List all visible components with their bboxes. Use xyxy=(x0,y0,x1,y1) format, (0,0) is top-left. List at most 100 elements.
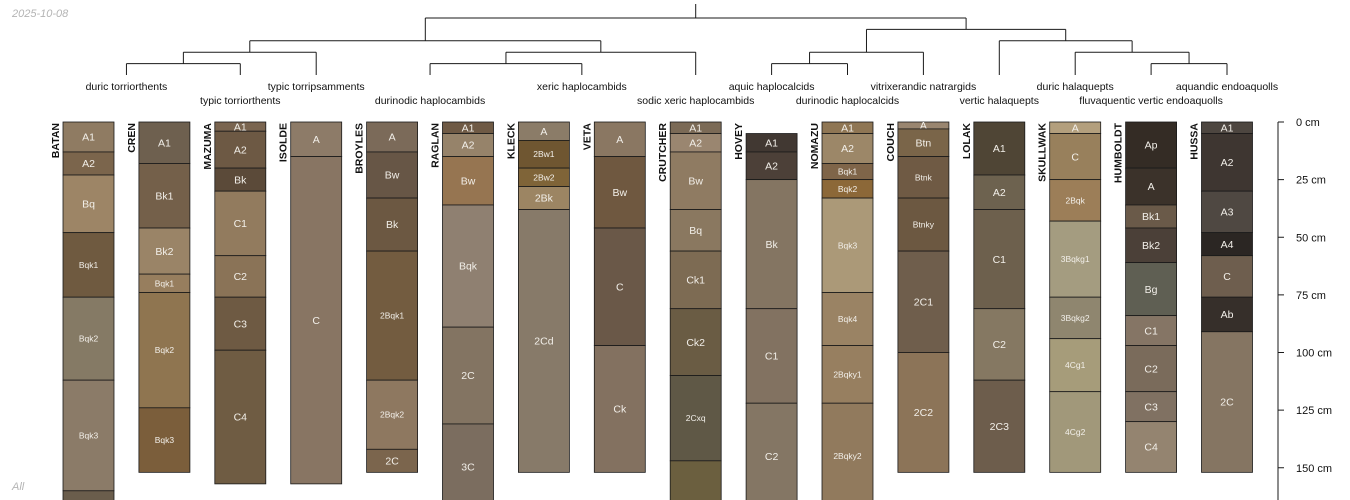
horizon-4cg2 xyxy=(1049,391,1102,473)
horizon-label: Bqk3 xyxy=(79,430,99,440)
horizon-label: A1 xyxy=(765,137,778,149)
horizon-c4 xyxy=(214,349,267,485)
horizon-label: A2 xyxy=(841,143,854,155)
horizon-label: A2 xyxy=(234,144,247,156)
horizon-2c3 xyxy=(973,379,1026,473)
horizon-label: A1 xyxy=(462,122,475,134)
profile-hussa: A1 A2 A3 A4 C Ab 2C HUSSA xyxy=(1189,121,1253,473)
horizon-3c xyxy=(442,423,494,500)
horizon-label: C1 xyxy=(765,351,779,363)
horizon-label: Bqk3 xyxy=(155,435,175,445)
profile-mazuma: A1 A2 Bk C1 C2 C3 C4 MAZUMA xyxy=(202,121,267,485)
profile-couch: A Btn Btnk Btnky 2C1 2C2 COUCH xyxy=(885,120,950,473)
horizon-2cd xyxy=(518,209,570,473)
horizon-c1 xyxy=(973,209,1026,310)
taxon-label-durinodic-haplocambids: durinodic haplocambids xyxy=(375,95,485,107)
depth-tick-label: 125 cm xyxy=(1296,405,1332,417)
horizon-label: A1 xyxy=(234,121,247,133)
profile-name: VETA xyxy=(581,123,593,151)
horizon-label: 2Bk xyxy=(535,193,554,205)
horizon-label: 2C xyxy=(1220,397,1234,409)
horizon-2bqky2 xyxy=(821,402,874,500)
depth-tick-label: 50 cm xyxy=(1296,232,1326,244)
horizon-label: C xyxy=(1071,151,1079,163)
horizon-label: 2C3 xyxy=(990,421,1009,433)
horizon-label: A1 xyxy=(841,122,854,134)
horizon-label: A xyxy=(313,134,320,146)
horizon-label: A1 xyxy=(1221,122,1234,134)
horizon-label: 2Bqk xyxy=(1066,195,1086,205)
horizon-2c xyxy=(366,448,419,473)
profile-name: LOLAK xyxy=(961,123,973,160)
horizon-a2 xyxy=(1201,133,1253,192)
horizon-2bqk xyxy=(1049,179,1102,222)
profile-hovey: A1 A2 Bk C1 C2 HOVEY xyxy=(733,123,798,500)
profile-name: CREN xyxy=(126,123,138,153)
profile-name: HOVEY xyxy=(733,123,745,160)
horizon-label: Bqk2 xyxy=(155,345,175,355)
horizon-bqk2 xyxy=(62,296,115,381)
horizon-ck2 xyxy=(669,308,722,376)
profile-name: BROYLES xyxy=(354,123,366,174)
horizon-label: Bk1 xyxy=(1142,211,1160,223)
horizon-label: A xyxy=(616,134,623,146)
horizon-label: C2 xyxy=(1144,363,1158,375)
depth-tick-label: 150 cm xyxy=(1296,463,1332,475)
horizon-label: 4Cg1 xyxy=(1065,360,1086,370)
profile-name: BATAN xyxy=(50,123,62,158)
horizon-label: 2Bqky2 xyxy=(833,451,862,461)
date-stamp: 2025-10-08 xyxy=(12,8,69,20)
horizon-c xyxy=(290,156,343,485)
depth-tick-label: 0 cm xyxy=(1296,117,1320,129)
horizon-label: C2 xyxy=(234,271,248,283)
horizon-bk2 xyxy=(1125,227,1177,264)
horizon-label: Bk2 xyxy=(155,246,173,258)
profile-name: SKULLWAK xyxy=(1037,123,1049,182)
horizon-label: Bqk4 xyxy=(838,314,858,324)
profile-veta: A Bw C Ck VETA xyxy=(581,121,646,473)
taxon-label-sodic-xeric-haplocambids: sodic xeric haplocambids xyxy=(637,95,754,107)
horizon-label: Bq xyxy=(689,225,702,237)
horizon-label: C4 xyxy=(234,412,248,424)
horizon-label: 2C2 xyxy=(914,407,933,419)
taxon-label-duric-torriorthents: duric torriorthents xyxy=(86,81,168,93)
horizon-label: Bqk1 xyxy=(838,167,858,177)
horizon-a2 xyxy=(745,151,798,181)
horizon-label: Bk2 xyxy=(1142,240,1160,252)
horizon-label: 2Bw2 xyxy=(533,172,555,182)
horizon-c xyxy=(1201,255,1253,298)
horizon-label: C xyxy=(616,281,624,293)
horizon-label: Bw xyxy=(613,187,628,199)
horizon-btnk xyxy=(897,156,950,199)
horizon-a1 xyxy=(138,121,191,164)
horizon-ck xyxy=(593,345,646,473)
horizon-btnky xyxy=(897,197,950,252)
horizon-label: C xyxy=(1223,271,1231,283)
horizon-bqk4 xyxy=(821,292,874,346)
depth-tick-label: 75 cm xyxy=(1296,290,1326,302)
horizon-c xyxy=(593,227,646,346)
horizon-label: Bqk xyxy=(459,261,478,273)
horizon-label: Btnky xyxy=(913,220,935,230)
profile-lolak: A1 A2 C1 C2 2C3 LOLAK xyxy=(961,121,1026,473)
horizon-label: Bqk1 xyxy=(155,278,175,288)
profile-name: ISOLDE xyxy=(278,123,290,162)
horizon-bqk3 xyxy=(62,379,115,492)
horizon-label: Bqk2 xyxy=(838,184,858,194)
horizon-label: A2 xyxy=(82,158,95,170)
horizon-label: C3 xyxy=(234,318,248,330)
horizon-label: A3 xyxy=(1221,207,1234,219)
horizon-unlabeled xyxy=(62,490,115,500)
horizon-label: Bqk1 xyxy=(79,260,99,270)
horizon-label: Bk1 xyxy=(155,190,173,202)
horizon-label: A2 xyxy=(689,137,702,149)
horizon-c xyxy=(1049,133,1102,181)
horizon-label: A xyxy=(540,126,547,138)
horizon-label: A xyxy=(920,120,927,132)
horizon-ck1 xyxy=(669,250,722,310)
horizon-2c1 xyxy=(897,250,950,353)
horizon-label: 3Bqkg1 xyxy=(1061,254,1090,264)
depth-axis: 0 cm 25 cm 50 cm 75 cm 100 cm 125 cm 150 cm xyxy=(1277,117,1332,500)
